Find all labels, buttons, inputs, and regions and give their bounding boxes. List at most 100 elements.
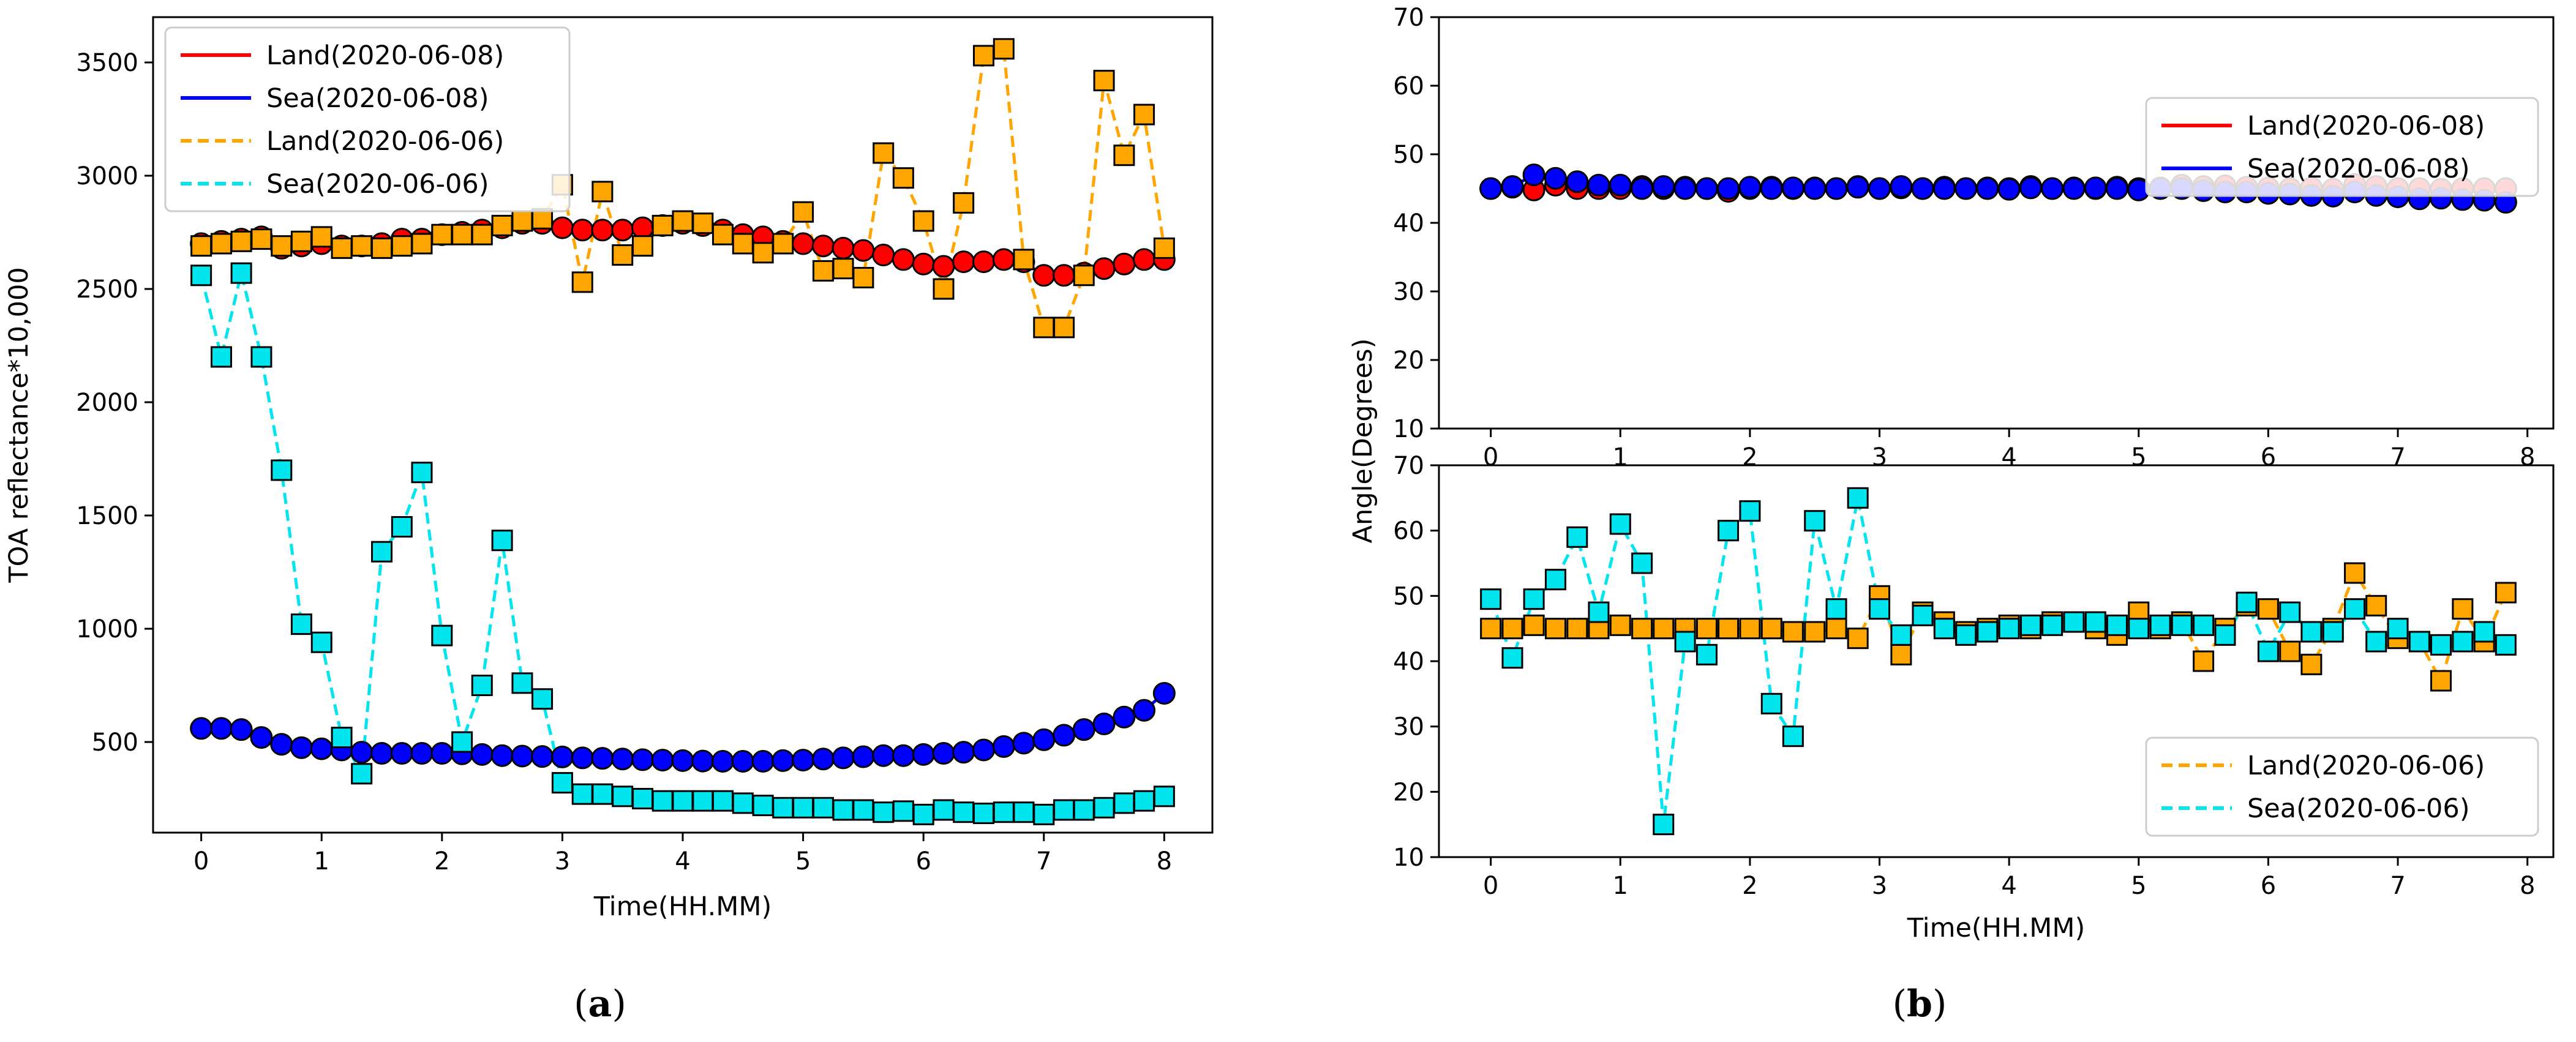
point-b-top-1-27 — [2062, 177, 2086, 200]
point-a-2-25 — [692, 212, 714, 234]
point-a-2-5 — [290, 230, 312, 252]
point-a-3-18 — [551, 772, 573, 794]
y-axis-label-a: TOA reflectance*10,000 — [4, 267, 34, 583]
point-a-3-32 — [832, 799, 854, 821]
point-b-bottom-1-13 — [1760, 692, 1782, 714]
point-a-2-24 — [672, 210, 694, 232]
point-a-0-45 — [1092, 257, 1116, 280]
y-axis-label-b-bottom: Angle(Degrees) — [1348, 339, 1378, 544]
point-a-3-8 — [351, 763, 373, 785]
point-a-0-19 — [571, 219, 594, 242]
point-a-3-44 — [1073, 799, 1095, 821]
point-b-bottom-0-14 — [1782, 621, 1804, 643]
y-tick-label-b-bottom-20: 20 — [1393, 778, 1424, 806]
panel-b-top-chart: 0 1 2 3 4 5 6 7 8 10 20 30 40 50 60 70 Land(2020-06-08) S… — [1393, 4, 2555, 471]
point-a-3-35 — [892, 800, 914, 822]
point-b-bottom-1-3 — [1544, 569, 1566, 591]
y-tick-label-a-1500: 1500 — [76, 502, 138, 530]
point-a-2-15 — [491, 214, 513, 236]
x-tick-label-a-7: 7 — [1036, 847, 1051, 875]
point-a-0-37 — [932, 255, 955, 278]
x-axis-label-b-bottom: Time(HH.MM) — [1907, 913, 2086, 943]
point-b-bottom-1-45 — [2452, 631, 2474, 653]
point-b-top-1-17 — [1846, 176, 1869, 199]
y-tick-label-b-top-40: 40 — [1393, 209, 1424, 238]
point-a-0-33 — [852, 239, 875, 262]
point-b-top-1-3 — [1544, 167, 1567, 190]
point-b-bottom-1-1 — [1501, 647, 1523, 669]
point-a-1-19 — [571, 746, 594, 770]
point-a-3-25 — [692, 790, 714, 812]
panel-a-chart: 0 1 2 3 4 5 6 7 8 500 1000 1500 2000 2500 3000 3500 Time… — [4, 16, 1214, 922]
point-a-1-31 — [811, 748, 835, 771]
y-tick-label-b-top-70: 70 — [1393, 4, 1424, 32]
point-a-2-10 — [391, 235, 413, 257]
point-a-3-2 — [230, 262, 252, 284]
point-a-0-36 — [912, 252, 935, 275]
x-tick-label-b-bottom-8: 8 — [2520, 872, 2535, 900]
point-a-2-37 — [933, 278, 955, 300]
point-a-1-15 — [490, 744, 514, 767]
legend-box-a — [164, 26, 571, 212]
point-a-2-35 — [892, 167, 914, 189]
point-b-bottom-1-11 — [1718, 520, 1740, 542]
point-a-3-10 — [391, 516, 413, 538]
point-a-3-30 — [792, 796, 814, 819]
point-a-2-42 — [1033, 317, 1055, 339]
point-b-bottom-0-41 — [2365, 594, 2387, 617]
point-a-3-46 — [1113, 792, 1135, 814]
point-a-0-21 — [611, 219, 634, 242]
point-b-top-1-22 — [1955, 177, 1978, 200]
point-a-1-36 — [912, 743, 935, 766]
point-b-bottom-0-45 — [2452, 598, 2474, 620]
point-a-2-22 — [632, 235, 654, 257]
point-b-bottom-1-28 — [2084, 611, 2106, 633]
y-tick-label-a-2500: 2500 — [76, 275, 138, 304]
point-a-1-48 — [1152, 681, 1176, 705]
legend-label-a-1: Sea(2020-06-08) — [266, 83, 489, 114]
point-a-2-32 — [832, 258, 854, 280]
point-a-0-38 — [952, 250, 975, 274]
legend-box-b-top — [2145, 97, 2539, 197]
point-a-1-42 — [1032, 728, 1056, 751]
point-a-2-28 — [752, 242, 774, 264]
point-b-bottom-1-40 — [2344, 598, 2366, 620]
point-a-1-12 — [430, 742, 454, 765]
point-b-bottom-0-12 — [1739, 618, 1761, 640]
point-a-2-33 — [852, 267, 874, 288]
point-a-3-24 — [672, 790, 694, 812]
point-a-2-17 — [531, 208, 554, 230]
point-b-bottom-1-39 — [2322, 621, 2344, 643]
point-a-1-41 — [1012, 732, 1035, 755]
point-b-bottom-1-32 — [2171, 614, 2193, 636]
point-b-bottom-1-25 — [2020, 614, 2042, 636]
point-a-1-11 — [410, 742, 434, 765]
point-a-1-2 — [230, 718, 253, 741]
point-a-1-22 — [631, 748, 655, 771]
point-b-bottom-1-43 — [2408, 631, 2430, 653]
point-a-3-6 — [310, 631, 332, 653]
point-a-3-41 — [1013, 801, 1035, 823]
point-b-bottom-1-36 — [2257, 640, 2279, 662]
point-b-top-1-5 — [1587, 173, 1610, 197]
x-tick-label-b-bottom-3: 3 — [1872, 872, 1887, 900]
point-b-bottom-0-11 — [1718, 618, 1740, 640]
point-a-3-20 — [591, 783, 614, 805]
x-tick-label-b-top-6: 6 — [2261, 443, 2276, 471]
point-a-1-5 — [290, 736, 313, 759]
point-b-bottom-1-34 — [2214, 624, 2236, 646]
point-a-3-42 — [1033, 803, 1055, 825]
point-b-bottom-1-23 — [1977, 621, 1999, 643]
point-a-2-21 — [612, 244, 634, 266]
point-b-bottom-0-16 — [1825, 618, 1847, 640]
x-tick-label-a-6: 6 — [915, 847, 931, 875]
point-b-bottom-0-47 — [2495, 582, 2517, 604]
point-b-top-1-29 — [2105, 177, 2128, 200]
point-b-bottom-1-18 — [1869, 598, 1891, 620]
point-a-2-9 — [371, 237, 393, 259]
point-b-bottom-0-17 — [1847, 628, 1869, 650]
point-a-0-30 — [792, 232, 815, 255]
point-b-top-1-28 — [2084, 176, 2107, 200]
point-a-3-14 — [471, 675, 493, 696]
